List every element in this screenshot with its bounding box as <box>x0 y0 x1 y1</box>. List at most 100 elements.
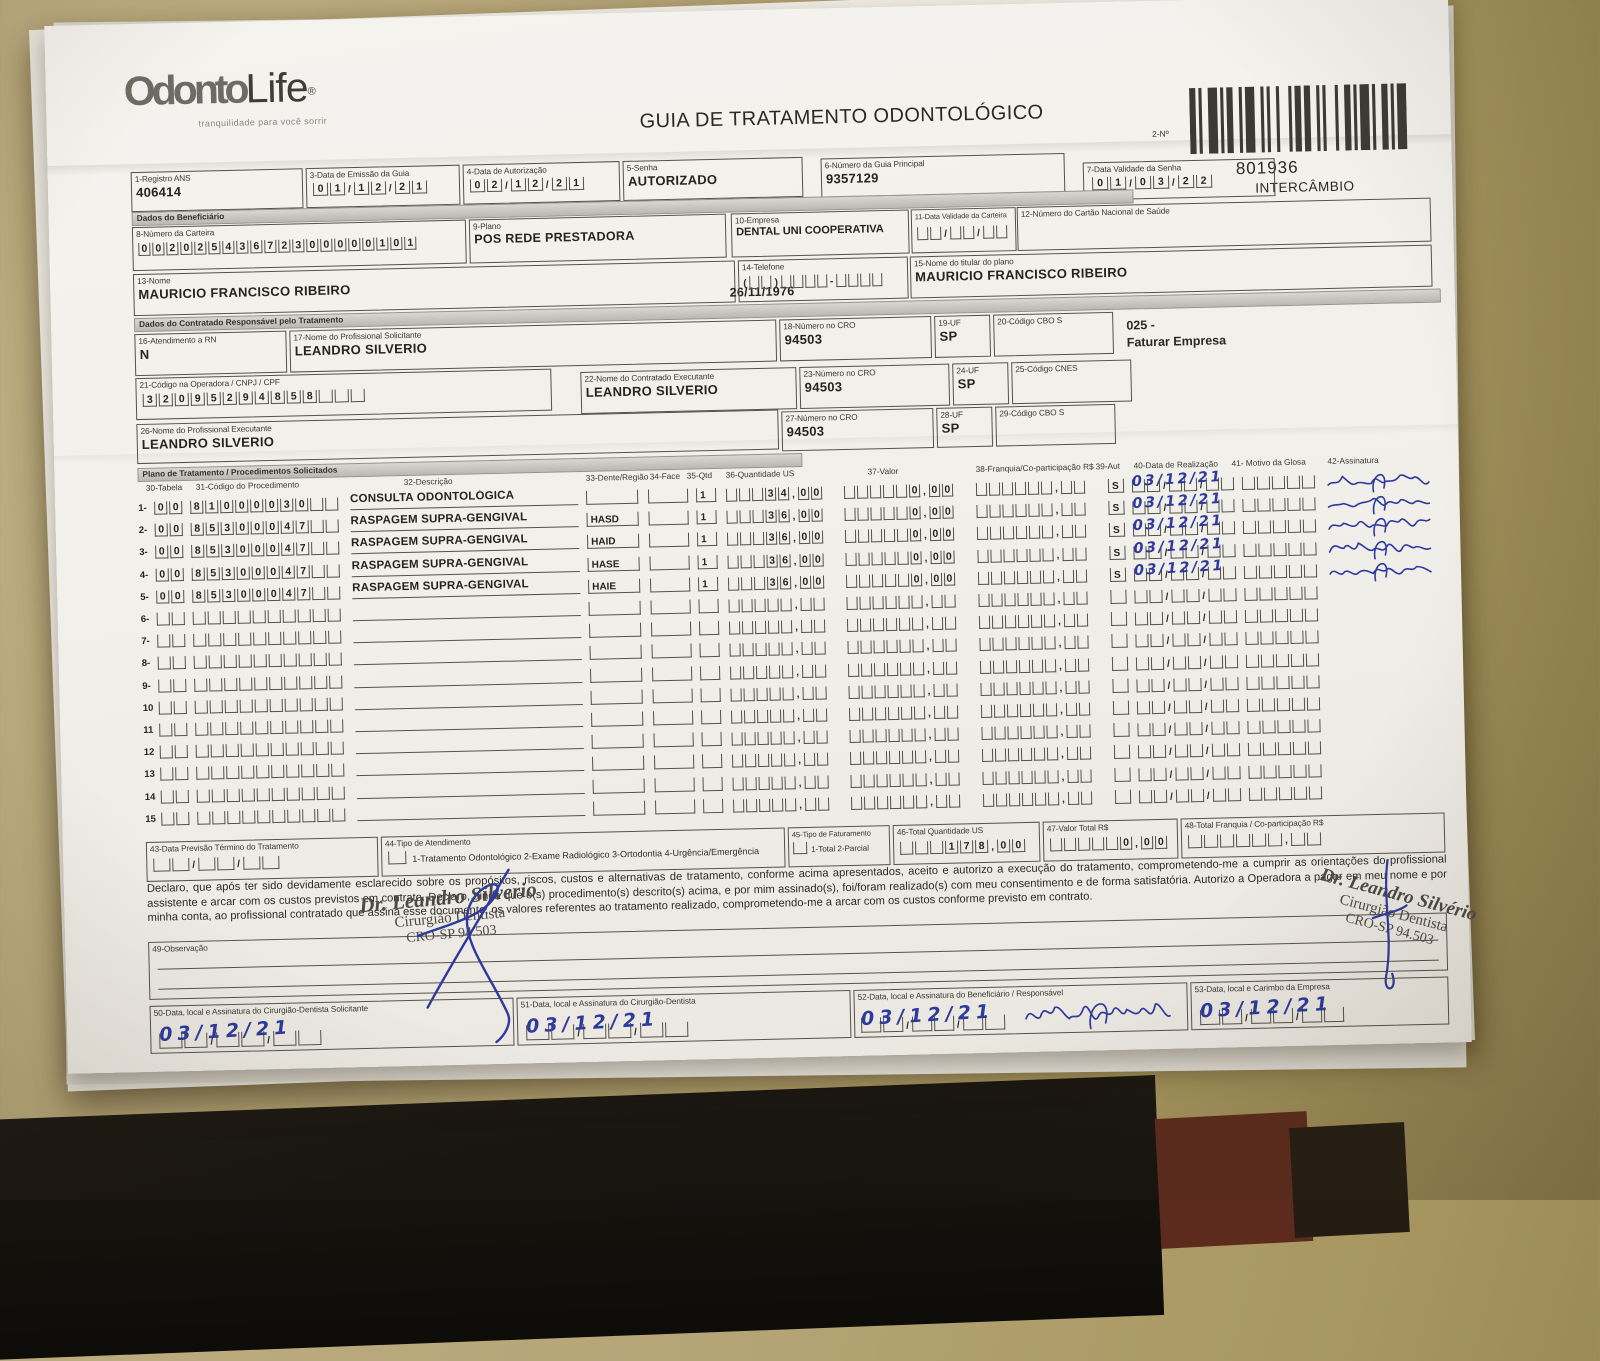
comb-cell <box>1063 614 1075 628</box>
comb-cell <box>849 729 861 744</box>
comb-cell <box>312 608 326 623</box>
comb-cell: 0 <box>943 572 955 586</box>
comb-cell <box>1074 524 1086 539</box>
comb-cell <box>1063 591 1075 606</box>
comb-cell <box>781 642 793 656</box>
comb-cell <box>1222 588 1237 602</box>
comb-cell <box>271 765 285 779</box>
comb-cell: 0 <box>235 521 249 536</box>
bracket-cell <box>1112 700 1130 715</box>
comb-cell <box>157 656 171 671</box>
procedure-description <box>355 710 584 733</box>
comb-cell <box>935 794 948 808</box>
comb-cell <box>1256 476 1271 490</box>
comb-field <box>195 719 344 736</box>
comb-cell <box>756 687 768 701</box>
comb-cell <box>897 551 909 565</box>
comb-cell <box>1292 719 1306 734</box>
comb-cell: 3 <box>221 544 235 558</box>
comb-cell <box>1042 570 1055 584</box>
row-number: 5- <box>140 591 149 603</box>
comb-cell: 0 <box>220 499 234 514</box>
comb-cell <box>770 731 782 745</box>
comb-field: //03/12/21 <box>860 1000 1005 1033</box>
comb-field: , <box>982 769 1092 785</box>
comb-cell <box>889 795 902 809</box>
comb-cell <box>1187 633 1201 647</box>
comb-cell <box>882 1016 904 1033</box>
comb-cell <box>1040 481 1053 495</box>
comb-cell <box>256 765 270 779</box>
comb-cell <box>1019 703 1032 718</box>
desk-object-dark <box>1289 1122 1410 1238</box>
comb-field: , <box>979 635 1089 652</box>
comb-cell <box>886 662 899 676</box>
comb-cell <box>1148 545 1162 559</box>
comb-cell <box>885 595 897 610</box>
comb-cell <box>1267 833 1283 847</box>
comb-cell <box>1243 543 1257 557</box>
comb-cell <box>871 573 884 588</box>
dentist-signature-center <box>408 863 532 1056</box>
separator: / <box>1163 525 1167 537</box>
bracket-cell <box>1112 678 1129 693</box>
comb-cell <box>1021 770 1033 784</box>
bracket-cell: 1 <box>696 510 717 525</box>
comb-field <box>194 675 343 692</box>
comb-cell <box>1277 720 1291 734</box>
comb-cell <box>1185 566 1199 581</box>
comb-cell <box>313 653 327 667</box>
comb-cell <box>912 639 924 653</box>
comb-cell <box>814 641 826 656</box>
comb-cell <box>1006 681 1018 696</box>
comb-cell <box>932 639 944 653</box>
comb-cell <box>1224 654 1238 669</box>
comb-cell <box>256 787 270 802</box>
table-row: 5- 0 0 8 5 3 0 0 0 4 7 RASPAGEM SUPRA-GENGIVAL HAIE 1… <box>140 555 1440 606</box>
comb-cell <box>253 632 267 646</box>
comb-cell <box>1006 704 1019 718</box>
comb-cell <box>863 774 875 788</box>
comb-cell <box>1042 547 1054 562</box>
comb-cell <box>1132 523 1147 537</box>
comb-cell <box>1210 721 1225 735</box>
separator: , <box>1058 638 1062 650</box>
comb-cell <box>1212 788 1226 802</box>
comb-field <box>1248 786 1323 801</box>
comb-cell <box>768 642 780 657</box>
comb-cell <box>158 701 172 715</box>
comb-cell: 0 <box>930 550 942 564</box>
comb-cell <box>845 552 857 566</box>
tipo-faturamento-options: 1-Total 2-Parcial <box>811 843 870 854</box>
comb-cell <box>727 577 740 591</box>
comb-cell: 8 <box>191 544 205 559</box>
bracket-cell <box>590 689 643 705</box>
bracket-cell <box>1111 634 1128 649</box>
procedure-description <box>356 776 585 799</box>
comb-cell <box>962 1015 983 1031</box>
separator: , <box>1060 727 1064 739</box>
comb-cell <box>1080 769 1092 783</box>
comb-field <box>1246 675 1320 690</box>
comb-cell <box>316 764 330 778</box>
bracket-cell <box>701 732 722 747</box>
comb-cell <box>1272 520 1287 534</box>
comb-cell <box>800 619 813 634</box>
comb-cell <box>193 655 207 670</box>
comb-cell <box>159 1033 183 1049</box>
comb-cell <box>1286 475 1301 489</box>
bracket-cell <box>588 622 642 639</box>
comb-cell <box>1289 586 1303 600</box>
comb-cell <box>731 710 743 724</box>
bracket-cell: S <box>1108 500 1125 516</box>
comb-cell <box>330 719 344 733</box>
comb-cell: 0 <box>943 550 955 564</box>
comb-cell <box>801 664 814 678</box>
comb-cell <box>1219 834 1235 848</box>
comb-cell <box>1044 658 1057 673</box>
